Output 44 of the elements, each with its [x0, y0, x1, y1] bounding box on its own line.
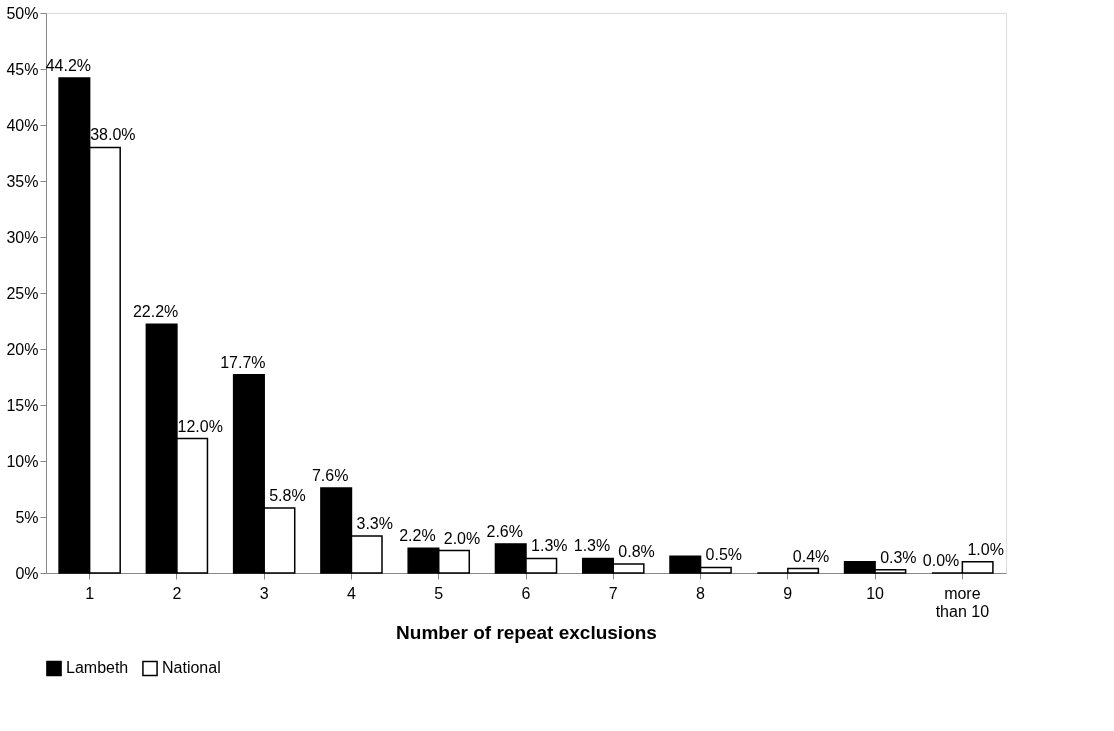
data-label: 1.0%: [967, 540, 1004, 558]
legend-label: Lambeth: [66, 659, 129, 677]
legend-label: National: [162, 659, 221, 677]
data-label: 38.0%: [90, 126, 136, 144]
x-tick-label: 6: [521, 584, 531, 602]
data-label: 5.8%: [269, 487, 306, 505]
y-tick-label: 50%: [6, 4, 39, 22]
data-label: 22.2%: [132, 303, 179, 321]
y-tick-label: 0%: [15, 564, 39, 582]
x-tick-label: 9: [783, 584, 793, 602]
data-label: 17.7%: [220, 353, 266, 371]
x-tick-label: 3: [259, 584, 269, 602]
x-tick-label: 5: [434, 584, 444, 602]
x-axis-title: Number of repeat exclusions: [396, 621, 657, 643]
data-label: 1.3%: [573, 537, 611, 555]
x-tick-label: more than 10: [935, 584, 990, 620]
data-label: 1.3%: [531, 537, 568, 555]
y-tick-label: 5%: [15, 508, 39, 526]
y-tick-label: 45%: [6, 60, 39, 78]
x-tick-label: 8: [696, 584, 706, 602]
data-label: 2.6%: [486, 522, 523, 540]
x-tick-label: 10: [866, 584, 885, 602]
data-label: 2.0%: [443, 529, 481, 547]
data-label: 0.4%: [792, 547, 830, 565]
data-label: 0.8%: [618, 543, 655, 561]
y-tick-label: 10%: [6, 452, 39, 470]
y-tick-label: 15%: [6, 396, 39, 414]
x-tick-label: 7: [608, 584, 618, 602]
y-tick-label: 30%: [6, 228, 39, 246]
y-tick-label: 20%: [6, 340, 39, 358]
data-label: 12.0%: [177, 417, 223, 435]
data-label: 3.3%: [356, 515, 393, 533]
data-label: 2.2%: [399, 527, 436, 545]
y-tick-label: 40%: [6, 116, 39, 134]
y-tick-label: 25%: [6, 284, 39, 302]
x-tick-label: 2: [172, 584, 182, 602]
data-label: 0.5%: [705, 546, 743, 564]
x-tick-label: 4: [347, 584, 356, 602]
data-label: 7.6%: [311, 466, 349, 484]
x-tick-label: 1: [85, 584, 95, 602]
data-label: 44.2%: [45, 56, 92, 74]
y-tick-label: 35%: [6, 172, 39, 190]
data-label: 0.3%: [880, 548, 917, 566]
data-label: 0.0%: [922, 552, 960, 569]
